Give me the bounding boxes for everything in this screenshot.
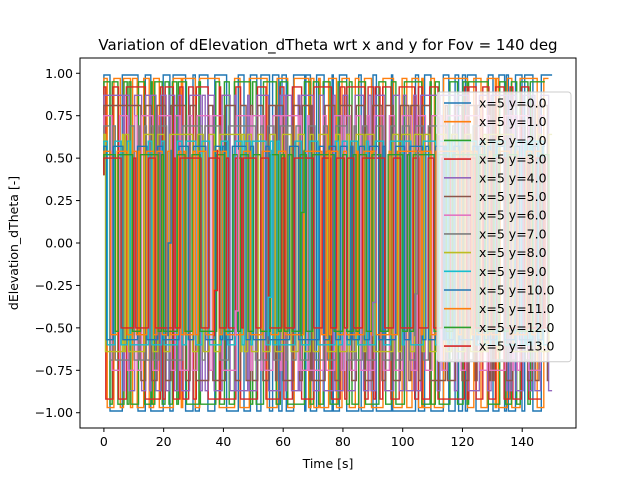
- legend-entry: x=5 y=1.0: [479, 114, 547, 129]
- y-tick-label: −0.75: [35, 363, 73, 378]
- y-tick-label: 1.00: [45, 66, 73, 81]
- chart-title: Variation of dElevation_dTheta wrt x and…: [98, 36, 557, 55]
- legend: x=5 y=0.0 x=5 y=1.0 x=5 y=2.0 x=5 y=3.0 x=5 …: [437, 92, 571, 362]
- legend-entry: x=5 y=4.0: [479, 170, 547, 185]
- legend-entry: x=5 y=7.0: [479, 226, 547, 241]
- x-tick-label: 100: [391, 434, 415, 449]
- legend-entry: x=5 y=11.0: [479, 301, 555, 316]
- legend-entry: x=5 y=3.0: [479, 152, 547, 167]
- x-axis-title: Time [s]: [302, 456, 354, 471]
- x-tick-label: 120: [451, 434, 475, 449]
- x-tick-label: 60: [275, 434, 291, 449]
- legend-entry: x=5 y=10.0: [479, 283, 555, 298]
- y-tick-label: 0.50: [45, 151, 73, 166]
- legend-entry: x=5 y=9.0: [479, 264, 547, 279]
- x-tick-label: 140: [510, 434, 534, 449]
- y-tick-label: −0.50: [35, 320, 73, 335]
- y-tick-label: −0.25: [35, 278, 73, 293]
- legend-entry: x=5 y=2.0: [479, 133, 547, 148]
- y-axis-title: dElevation_dTheta [-]: [6, 176, 21, 310]
- x-tick-label: 20: [156, 434, 172, 449]
- y-tick-label: −1.00: [35, 405, 73, 420]
- y-tick-label: 0.75: [45, 108, 73, 123]
- x-tick-label: 80: [335, 434, 351, 449]
- legend-entry: x=5 y=8.0: [479, 245, 547, 260]
- legend-entry: x=5 y=6.0: [479, 208, 547, 223]
- y-tick-label: 0.00: [45, 236, 73, 251]
- x-tick-label: 0: [100, 434, 108, 449]
- x-tick-label: 40: [215, 434, 231, 449]
- legend-entry: x=5 y=0.0: [479, 96, 547, 111]
- y-tick-label: 0.25: [45, 193, 73, 208]
- legend-entry: x=5 y=5.0: [479, 189, 547, 204]
- legend-entry: x=5 y=12.0: [479, 320, 555, 335]
- legend-entry: x=5 y=13.0: [479, 339, 555, 354]
